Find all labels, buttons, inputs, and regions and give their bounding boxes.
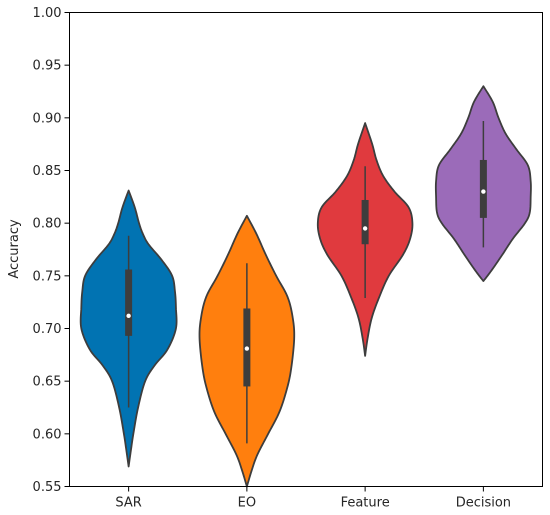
- violin-layer: [79, 85, 532, 488]
- y-tick-label: 0.95: [33, 59, 62, 74]
- y-tick-label: 0.75: [33, 269, 62, 284]
- y-tick-label: 0.90: [33, 111, 62, 126]
- y-axis: 0.55 0.60 0.65 0.70 0.75 0.80 0.85 0.90 0.95 1.00: [33, 6, 70, 495]
- x-tick-label-eo: EO: [238, 496, 256, 511]
- x-tick-label-sar: SAR: [115, 496, 141, 511]
- y-tick-label: 0.70: [33, 322, 62, 337]
- violin-iqr-box-decision: [479, 159, 487, 218]
- violin-median-decision: [481, 189, 486, 194]
- violin-median-feature: [362, 226, 368, 231]
- y-tick-label: 0.55: [33, 480, 62, 495]
- violin-median-sar: [126, 313, 131, 319]
- x-tick-label-decision: Decision: [456, 496, 511, 511]
- y-tick-label: 1.00: [33, 6, 62, 21]
- violin-median-eo: [244, 346, 250, 351]
- y-tick-label: 0.80: [33, 217, 62, 232]
- y-tick-label: 0.65: [33, 375, 62, 390]
- y-tick-label: 0.60: [33, 427, 62, 442]
- x-axis: SAR EO Feature Decision: [115, 486, 511, 511]
- y-tick-label: 0.85: [33, 164, 62, 179]
- y-axis-title: Accuracy: [7, 219, 22, 279]
- plot-frame: [69, 12, 543, 487]
- x-tick-label-feature: Feature: [341, 496, 390, 511]
- violin-iqr-box-feature: [361, 199, 369, 245]
- violin-iqr-box-sar: [125, 269, 133, 336]
